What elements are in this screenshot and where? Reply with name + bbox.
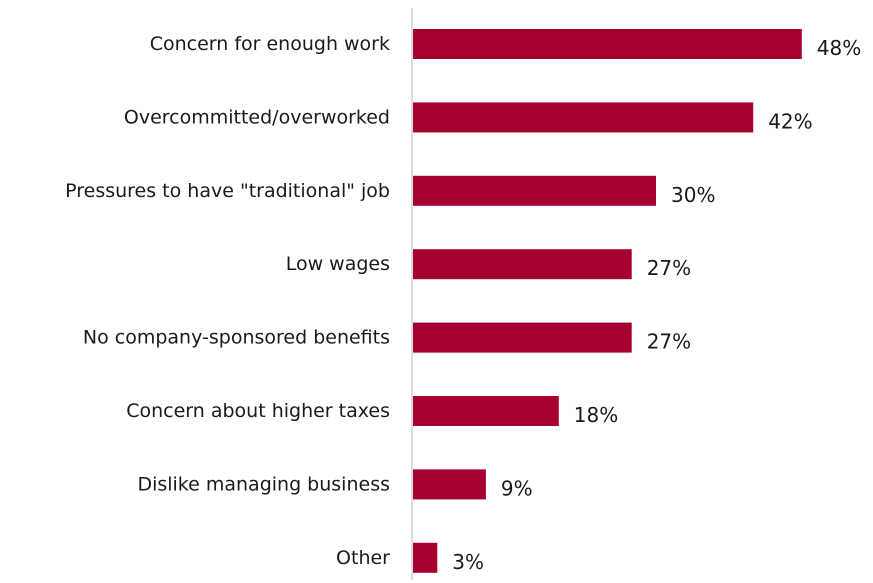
bar bbox=[413, 469, 486, 500]
value-label: 27% bbox=[647, 330, 691, 354]
category-label: Other bbox=[336, 547, 390, 569]
category-label: Dislike managing business bbox=[137, 473, 390, 495]
value-label: 48% bbox=[817, 36, 861, 60]
value-label: 42% bbox=[768, 109, 812, 133]
category-label: Concern about higher taxes bbox=[126, 400, 390, 422]
bar bbox=[413, 249, 632, 280]
category-label: Pressures to have "traditional" job bbox=[65, 180, 390, 202]
value-label: 18% bbox=[574, 403, 618, 427]
bar bbox=[413, 175, 656, 206]
category-label: Concern for enough work bbox=[150, 33, 390, 55]
bar bbox=[413, 29, 802, 59]
category-labels: Concern for enough work Overcommitted/ove… bbox=[65, 33, 390, 569]
bar bbox=[413, 396, 559, 426]
bars bbox=[413, 29, 802, 573]
bar bbox=[413, 102, 754, 133]
value-label: 30% bbox=[671, 183, 715, 207]
value-labels: 48% 42% 30% 27% 27% 18% 9% 3% bbox=[452, 36, 861, 574]
value-label: 27% bbox=[647, 256, 691, 280]
category-label: Low wages bbox=[286, 253, 390, 275]
category-label: Overcommitted/overworked bbox=[124, 106, 390, 128]
value-label: 3% bbox=[452, 550, 484, 574]
bar bbox=[413, 542, 438, 573]
value-label: 9% bbox=[501, 476, 533, 500]
category-label: No company-sponsored benefits bbox=[83, 327, 390, 349]
bar bbox=[413, 322, 632, 353]
